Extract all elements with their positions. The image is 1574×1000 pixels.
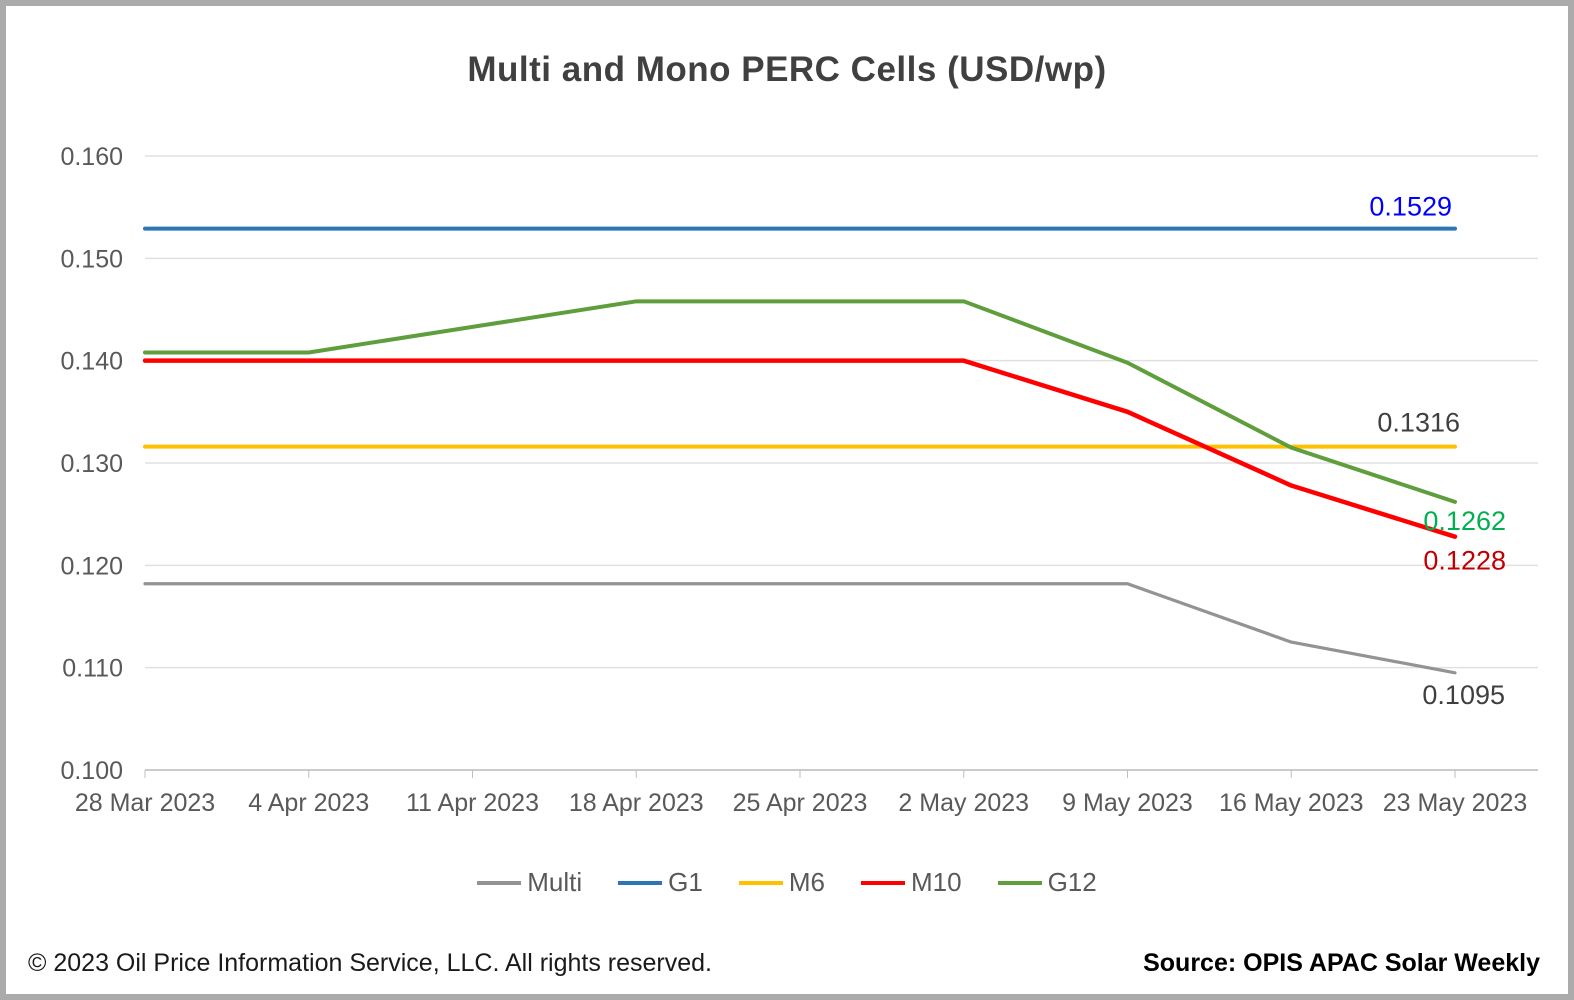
series-lines bbox=[142, 226, 1458, 675]
legend-item-m10: M10 bbox=[860, 867, 962, 898]
legend-line-m10 bbox=[860, 880, 905, 885]
y-axis-tick-label: 0.160 bbox=[60, 143, 123, 171]
series-line-multi bbox=[143, 582, 1457, 675]
y-axis-tick-label: 0.110 bbox=[62, 655, 123, 683]
x-axis-tick-label: 23 May 2023 bbox=[1383, 789, 1528, 817]
data-label-m10: 0.1228 bbox=[1423, 546, 1506, 576]
data-label-m6: 0.1316 bbox=[1377, 408, 1460, 438]
x-axis-tick-label: 16 May 2023 bbox=[1219, 789, 1364, 817]
y-axis-tick-label: 0.100 bbox=[60, 757, 123, 785]
legend-label-m6: M6 bbox=[788, 867, 825, 897]
x-axis-tick-label: 18 Apr 2023 bbox=[569, 789, 704, 817]
legend-line-multi bbox=[477, 880, 522, 885]
legend-line-m6 bbox=[738, 880, 783, 885]
series-line-g12 bbox=[143, 299, 1457, 504]
data-labels: 0.1095 0.1529 0.1316 0.1228 0.1262 bbox=[1369, 192, 1506, 710]
x-axis-tick-label: 28 Mar 2023 bbox=[75, 789, 215, 817]
legend-label-g1: G1 bbox=[668, 867, 703, 897]
data-label-g1: 0.1529 bbox=[1369, 192, 1452, 222]
x-axis-tick-label: 2 May 2023 bbox=[898, 789, 1029, 817]
x-axis-tick-label: 9 May 2023 bbox=[1062, 789, 1193, 817]
legend-label-g12: G12 bbox=[1047, 867, 1097, 897]
legend-label-multi: Multi bbox=[527, 867, 583, 897]
legend-item-g1: G1 bbox=[618, 867, 703, 898]
y-gridlines bbox=[145, 155, 1538, 771]
legend-item-multi: Multi bbox=[477, 867, 582, 898]
x-axis bbox=[144, 769, 1538, 778]
legend-line-g1 bbox=[618, 880, 663, 885]
legend-item-g12: G12 bbox=[997, 867, 1097, 898]
data-label-g12: 0.1262 bbox=[1423, 506, 1506, 536]
legend-label-m10: M10 bbox=[910, 867, 962, 897]
y-axis-tick-label: 0.150 bbox=[60, 245, 123, 273]
x-axis-tick-label: 4 Apr 2023 bbox=[248, 789, 369, 817]
legend-line-g12 bbox=[997, 880, 1042, 885]
source-text: Source: OPIS APAC Solar Weekly bbox=[1143, 949, 1540, 977]
chart-title: Multi and Mono PERC Cells (USD/wp) bbox=[467, 50, 1107, 89]
y-axis-tick-label: 0.140 bbox=[60, 348, 123, 376]
x-axis-tick-label: 11 Apr 2023 bbox=[406, 789, 539, 817]
x-axis-tick-label: 25 Apr 2023 bbox=[733, 789, 868, 817]
copyright-text: © 2023 Oil Price Information Service, LL… bbox=[28, 949, 712, 977]
y-axis-labels: 0.160 0.150 0.140 0.130 0.120 0.110 0.100 bbox=[60, 143, 123, 785]
data-label-multi: 0.1095 bbox=[1422, 680, 1505, 710]
y-axis-tick-label: 0.130 bbox=[60, 450, 123, 478]
chart-legend: Multi G1 M6 M10 G12 bbox=[0, 867, 1574, 898]
y-axis-tick-label: 0.120 bbox=[60, 552, 123, 580]
series-line-m10 bbox=[142, 358, 1458, 539]
legend-item-m6: M6 bbox=[738, 867, 825, 898]
x-axis-labels: 28 Mar 2023 4 Apr 2023 11 Apr 2023 18 Apr 2… bbox=[75, 789, 1527, 817]
